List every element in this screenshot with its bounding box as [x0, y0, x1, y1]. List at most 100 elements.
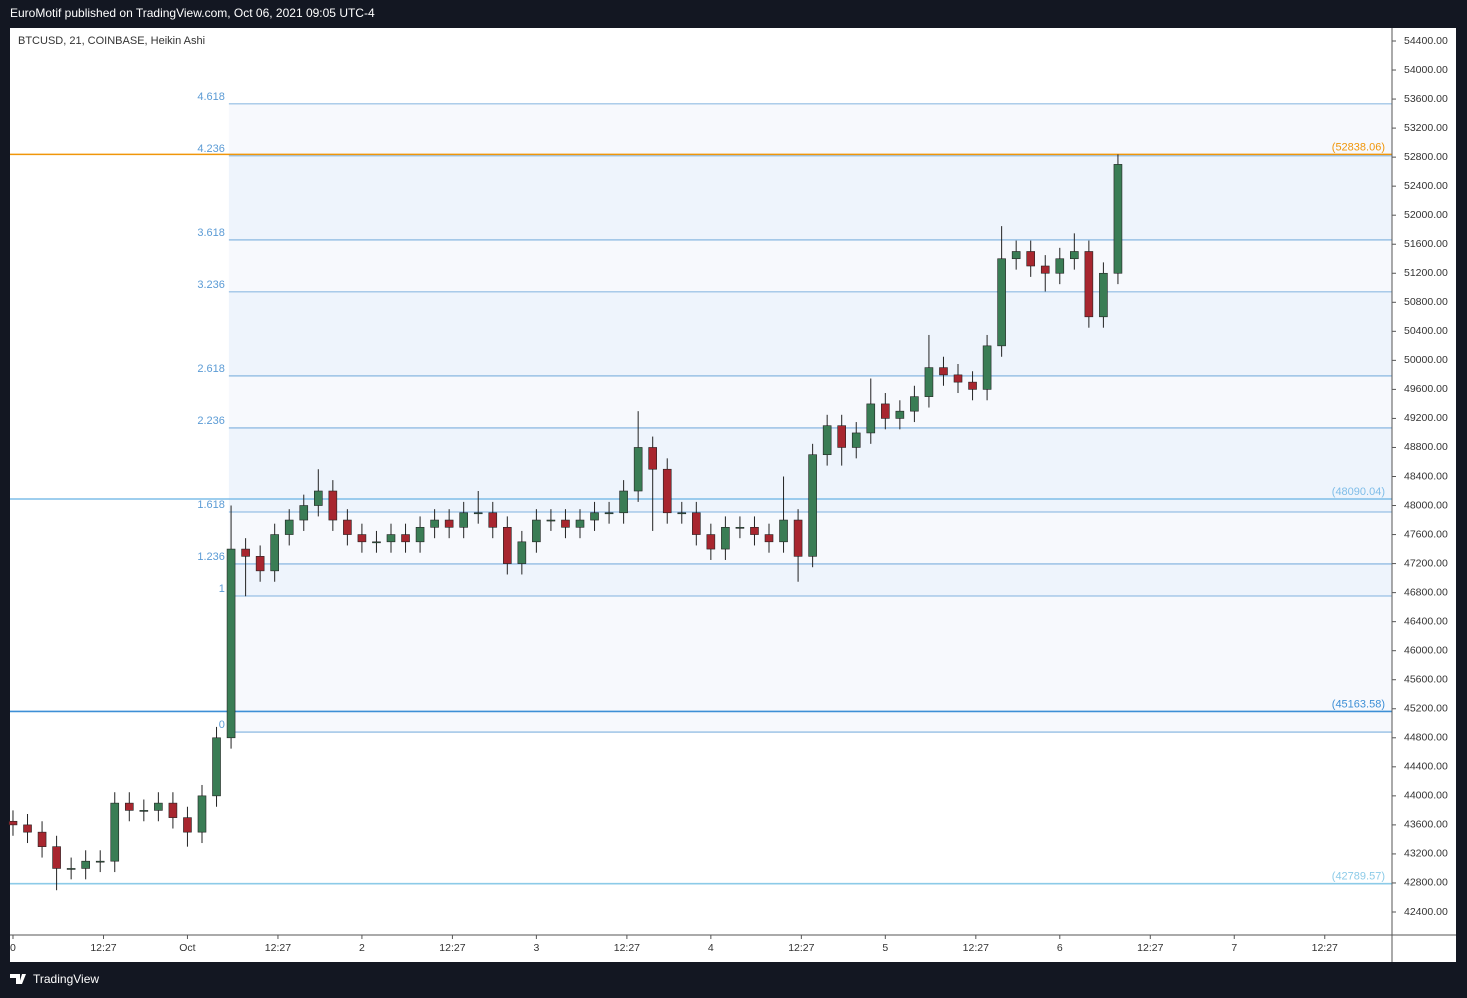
candle-body [255, 556, 265, 572]
y-tick-label: 43200.00 [1404, 848, 1448, 860]
candle-body [1011, 251, 1021, 260]
candle-body [212, 737, 221, 797]
footer-brand: TradingView [33, 972, 99, 986]
y-tick-label: 46800.00 [1404, 586, 1448, 598]
fib-level-label: 2.236 [197, 415, 225, 427]
candle-body [662, 468, 672, 514]
y-tick-label: 42400.00 [1404, 906, 1448, 918]
fib-band [228, 291, 1392, 376]
x-tick-label: 12:27 [963, 942, 989, 954]
y-tick-label: 46000.00 [1404, 644, 1448, 656]
fib-band [228, 596, 1392, 733]
candle-body [590, 512, 599, 521]
candle-body [284, 519, 294, 535]
tradingview-logo [10, 974, 26, 984]
y-tick-label: 50800.00 [1404, 296, 1448, 308]
x-tick-label: 12:27 [614, 942, 640, 954]
candle-body [866, 403, 876, 434]
candle-body [37, 831, 47, 847]
y-tick-label: 49600.00 [1404, 383, 1448, 395]
candle-body [851, 432, 861, 448]
x-tick-label: 7 [1231, 942, 1237, 954]
candle-body [1113, 164, 1123, 274]
candle-body [23, 824, 32, 833]
y-tick-label: 44400.00 [1404, 761, 1448, 773]
x-tick-label: 12:27 [1137, 942, 1163, 954]
y-tick-label: 42800.00 [1404, 877, 1448, 889]
candle-body [706, 534, 716, 550]
candle-body [313, 490, 323, 506]
y-tick-label: 47600.00 [1404, 528, 1448, 540]
candle-body [822, 425, 832, 456]
price-line-label: (45163.58) [1332, 698, 1385, 710]
y-tick-label: 48000.00 [1404, 499, 1448, 511]
candle-body [1026, 251, 1036, 267]
y-tick-label: 44800.00 [1404, 732, 1448, 744]
candle-body [910, 396, 919, 412]
candle-body [721, 526, 730, 550]
candle-body [895, 410, 905, 419]
x-tick-label: 12:27 [265, 942, 291, 954]
candle-body [372, 541, 381, 544]
fib-level-label: 1.618 [197, 499, 225, 511]
candle-body [503, 526, 512, 564]
candle-body [1084, 251, 1094, 318]
candle-body [52, 846, 61, 869]
fib-level-label: 4.236 [197, 143, 225, 155]
candle-body [532, 519, 541, 543]
candle-body [808, 454, 817, 557]
y-tick-label: 49200.00 [1404, 412, 1448, 424]
fib-level-label: 1.236 [197, 551, 225, 563]
x-tick-label: 5 [882, 942, 888, 954]
x-tick-label: 12:27 [439, 942, 465, 954]
y-tick-label: 54400.00 [1404, 35, 1448, 47]
candle-body [953, 374, 963, 383]
x-tick-label: Oct [179, 942, 195, 954]
candle-body [444, 519, 454, 528]
candle-body [124, 802, 134, 811]
candle-body [982, 345, 992, 390]
x-tick-label: 12:27 [90, 942, 116, 954]
candle-body [750, 526, 759, 535]
candle-body [1055, 258, 1065, 274]
price-line-label: (48090.04) [1332, 486, 1385, 498]
candle-body [881, 403, 890, 419]
candle-body [139, 810, 149, 812]
x-tick-label: 4 [708, 942, 714, 954]
candle-body [110, 802, 120, 862]
candle-body [270, 534, 279, 572]
candle-body [968, 381, 977, 390]
candle-body [837, 425, 847, 448]
candle-body [8, 820, 18, 826]
fib-level-label: 3.236 [197, 279, 225, 291]
x-tick-label: 3 [533, 942, 539, 954]
x-tick-label: 6 [1057, 942, 1063, 954]
candle-body [197, 795, 207, 833]
fib-level-label: 3.618 [197, 227, 225, 239]
fib-band [228, 155, 1392, 240]
y-tick-label: 48400.00 [1404, 470, 1448, 482]
candle-body [343, 519, 352, 535]
candle-body [1040, 265, 1050, 274]
candle-body [692, 512, 701, 535]
candle-body [546, 519, 556, 522]
candle-body [735, 526, 745, 529]
candle-body [183, 817, 192, 833]
y-tick-label: 48800.00 [1404, 441, 1448, 453]
fib-level-label: 2.618 [197, 363, 225, 375]
x-tick-label: 12:27 [788, 942, 814, 954]
candle-body [226, 548, 236, 739]
price-line-label: (52838.06) [1332, 141, 1385, 153]
x-tick-label: 0 [10, 942, 16, 954]
fib-band [228, 375, 1392, 428]
fib-level-label: 0 [219, 719, 225, 731]
fib-band [228, 239, 1392, 292]
candle-body [619, 490, 628, 514]
candle-body [764, 534, 774, 543]
candle-body [328, 490, 338, 521]
candle-body [154, 802, 163, 811]
y-tick-label: 51200.00 [1404, 267, 1448, 279]
y-tick-label: 46400.00 [1404, 615, 1448, 627]
candle-body [648, 447, 657, 470]
